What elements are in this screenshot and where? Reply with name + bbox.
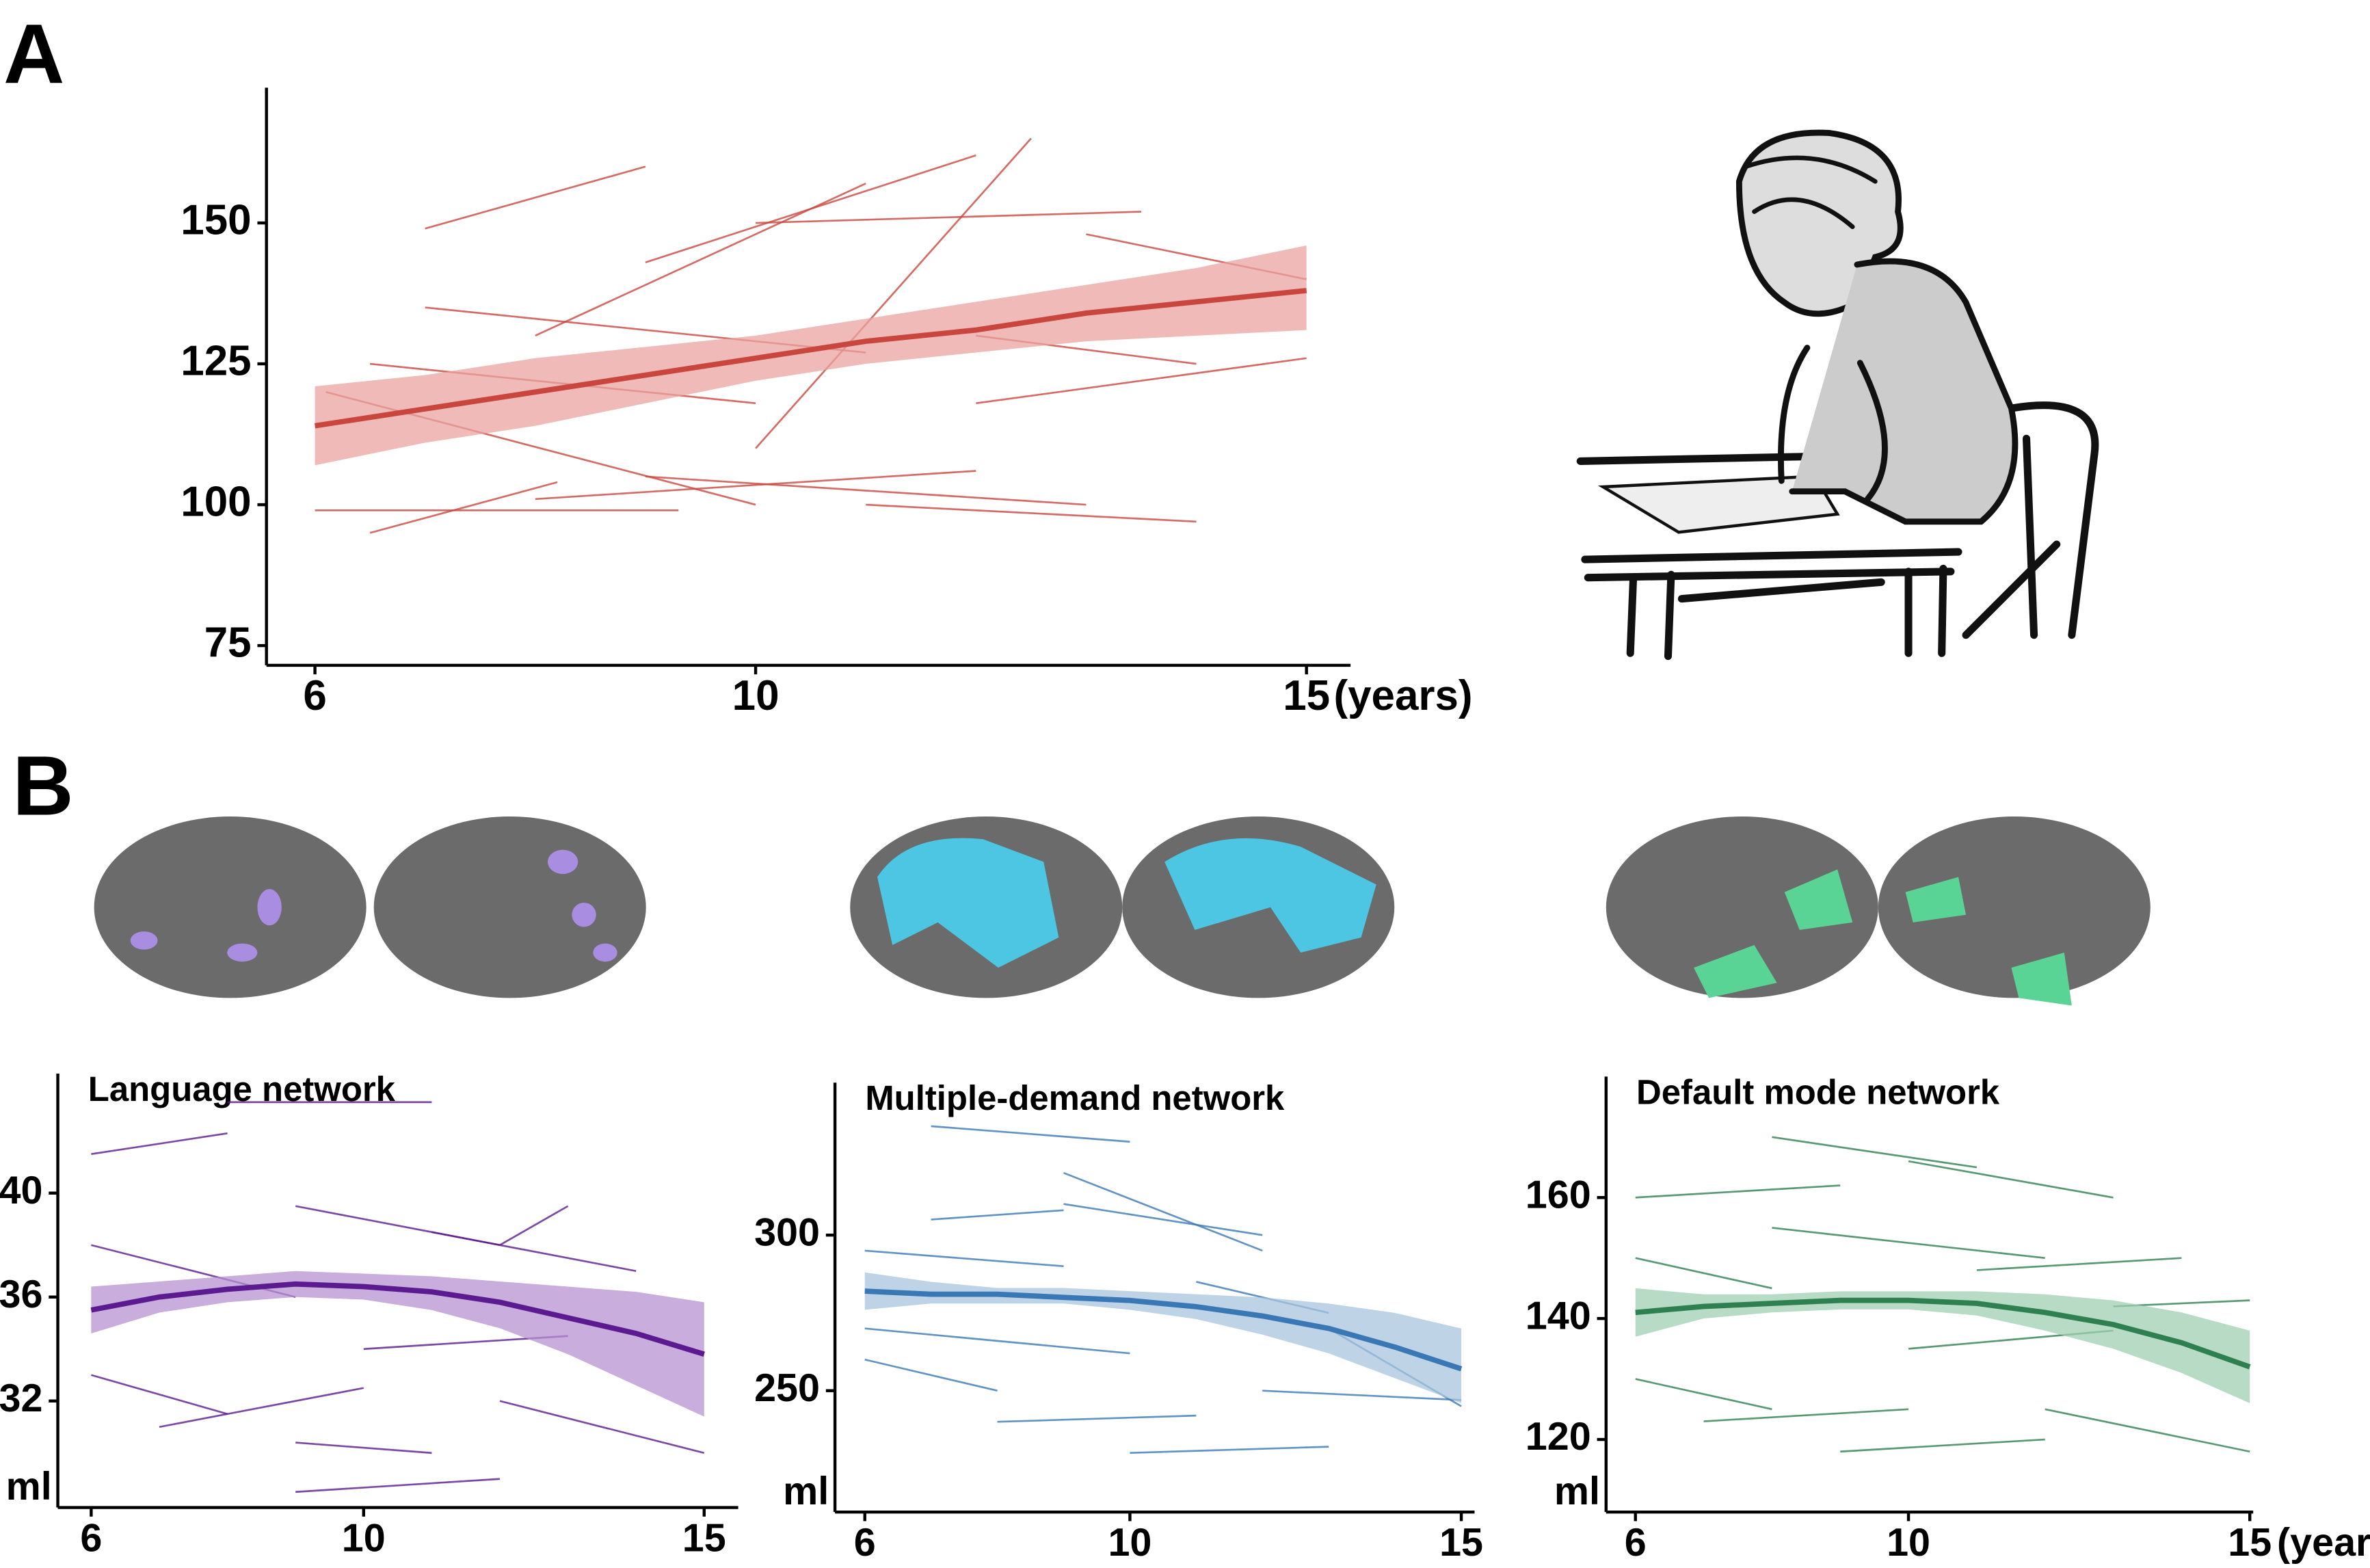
x-tick-label: 15 <box>682 1516 726 1560</box>
y-tick-label: 36 <box>0 1273 42 1316</box>
fit-line <box>315 288 1307 429</box>
trajectory <box>755 137 1032 449</box>
trajectory <box>1772 1227 2045 1260</box>
x-tick-label: 15 <box>1439 1521 1483 1565</box>
trajectory <box>499 1400 705 1454</box>
x-tick-label: 10 <box>1108 1521 1151 1565</box>
trajectory <box>535 470 976 501</box>
trajectory <box>1635 1257 1772 1290</box>
y-tick-label: 300 <box>754 1210 820 1254</box>
y-tick-label: 150 <box>181 196 251 243</box>
trajectory <box>2045 1408 2250 1453</box>
trajectory <box>1635 1378 1772 1411</box>
trajectory <box>159 1387 364 1429</box>
fit-line <box>864 1288 1463 1372</box>
trajectory <box>425 165 646 230</box>
trajectory <box>1262 1390 1462 1401</box>
trajectory <box>1908 1160 2114 1199</box>
trajectory <box>931 1125 1130 1143</box>
confidence-band <box>91 1271 704 1417</box>
y-axis-label: ml <box>1554 1470 1600 1513</box>
illustration <box>1576 129 2099 661</box>
x-tick-label: 10 <box>1887 1521 1930 1565</box>
y-axis-label: ml <box>6 1465 52 1509</box>
trajectory <box>1063 1203 1263 1236</box>
y-tick-label: 120 <box>1526 1415 1591 1459</box>
y-tick-label: 160 <box>1526 1173 1591 1217</box>
trajectory <box>1635 1184 1841 1199</box>
trajectory <box>997 1414 1197 1423</box>
trajectory <box>864 1249 1064 1268</box>
x-tick-label: 6 <box>1625 1521 1647 1565</box>
x-tick-label: 6 <box>303 672 326 719</box>
y-tick-label: 140 <box>1526 1294 1591 1338</box>
trajectory <box>976 357 1307 405</box>
x-tick-label: 15 <box>2228 1521 2272 1565</box>
trajectory <box>1063 1171 1263 1252</box>
trajectory <box>91 1374 228 1416</box>
brain-images <box>94 816 2151 1006</box>
trajectory <box>91 1132 228 1156</box>
trajectory <box>1772 1136 1978 1169</box>
trajectory <box>295 1441 432 1454</box>
confidence-band <box>315 245 1307 466</box>
x-tick-label: 10 <box>342 1516 386 1560</box>
trajectory <box>499 1205 569 1246</box>
confidence-band <box>864 1272 1462 1403</box>
x-tick-label: 6 <box>854 1521 876 1565</box>
y-axis-label: ml <box>783 1470 829 1513</box>
y-tick-label: 250 <box>754 1366 820 1410</box>
y-tick-label: 75 <box>204 619 252 666</box>
trajectory <box>1703 1408 1909 1422</box>
chart-title: Multiple-demand network <box>865 1078 1285 1117</box>
x-tick-label: 6 <box>80 1516 102 1560</box>
fit-line <box>1635 1297 2251 1370</box>
x-tick-label: 10 <box>732 672 780 719</box>
trajectory <box>1130 1446 1329 1454</box>
y-tick-label: 32 <box>0 1377 42 1420</box>
x-tick-label: 15 <box>1283 672 1330 719</box>
panel-label: A <box>3 7 64 101</box>
trajectory <box>295 1478 501 1493</box>
x-axis-label: (years) <box>2277 1521 2370 1565</box>
confidence-band <box>1635 1288 2250 1403</box>
trajectory <box>431 1231 637 1273</box>
trajectory <box>1840 1438 2045 1453</box>
x-axis-label: (years) <box>1333 672 1472 719</box>
y-tick-label: 125 <box>181 337 251 384</box>
chart-title: Default mode network <box>1636 1072 2000 1111</box>
panel-label: B <box>12 739 73 833</box>
trajectory <box>931 1209 1064 1221</box>
trajectory <box>1976 1257 2182 1271</box>
trajectory <box>866 503 1197 523</box>
trajectory <box>369 481 558 534</box>
trajectory <box>864 1327 1130 1355</box>
fit-line <box>90 1281 705 1357</box>
trajectory <box>864 1358 998 1392</box>
trajectory <box>756 211 1142 224</box>
y-tick-label: 40 <box>0 1169 42 1212</box>
y-tick-label: 100 <box>181 478 251 525</box>
trajectory <box>535 183 866 337</box>
trajectory <box>645 475 1087 506</box>
